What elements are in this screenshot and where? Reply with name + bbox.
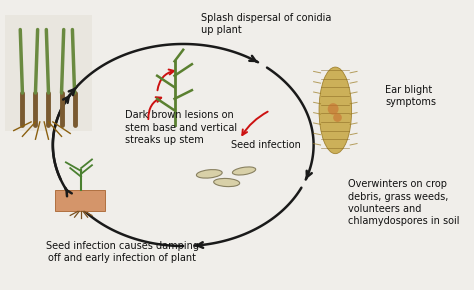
Ellipse shape — [333, 113, 342, 122]
Ellipse shape — [214, 178, 240, 186]
Text: Seed infection: Seed infection — [231, 140, 301, 150]
Text: Seed infection causes damping
off and early infection of plant: Seed infection causes damping off and ea… — [46, 241, 199, 263]
Bar — [55, 190, 105, 211]
Ellipse shape — [319, 67, 352, 154]
Text: Dark brown lesions on
stem base and vertical
streaks up stem: Dark brown lesions on stem base and vert… — [125, 110, 237, 145]
Ellipse shape — [328, 103, 338, 115]
Text: Overwinters on crop
debris, grass weeds,
volunteers and
chlamydospores in soil: Overwinters on crop debris, grass weeds,… — [348, 179, 460, 226]
Text: Ear blight
symptoms: Ear blight symptoms — [385, 85, 436, 107]
Bar — [5, 15, 92, 130]
Ellipse shape — [232, 167, 255, 175]
Text: Splash dispersal of conidia
up plant: Splash dispersal of conidia up plant — [201, 12, 331, 35]
Ellipse shape — [196, 170, 222, 178]
